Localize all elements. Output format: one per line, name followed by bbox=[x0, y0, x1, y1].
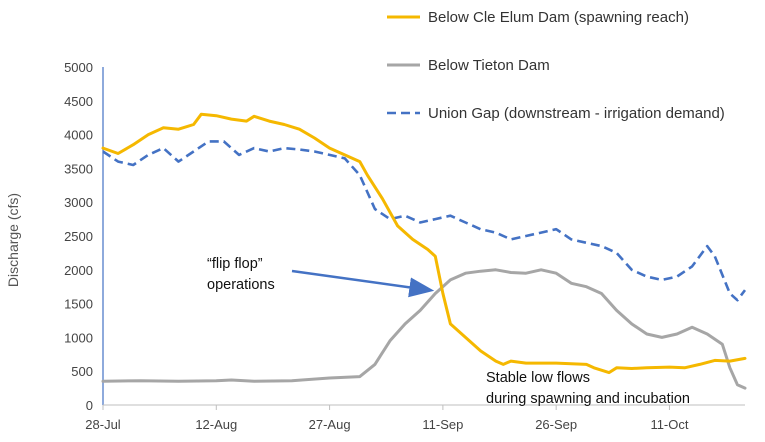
x-tick-labels: 28-Jul 12-Aug 27-Aug 11-Sep 26-Sep 11-Oct bbox=[85, 405, 689, 432]
y-tick-3000: 3000 bbox=[64, 195, 93, 210]
series-line-1 bbox=[101, 268, 747, 390]
legend-label-1: Below Tieton Dam bbox=[428, 57, 550, 74]
annotation-flip-flop: “flip flop” operations bbox=[207, 256, 435, 298]
annotation-stable-line1: Stable low flows bbox=[486, 370, 590, 386]
y-tick-1000: 1000 bbox=[64, 330, 93, 345]
x-tick-12-Aug: 12-Aug bbox=[195, 417, 237, 432]
y-tick-0: 0 bbox=[86, 398, 93, 413]
y-tick-500: 500 bbox=[71, 364, 93, 379]
y-tick-2500: 2500 bbox=[64, 229, 93, 244]
annotation-arrow bbox=[291, 269, 435, 298]
series-lines bbox=[101, 112, 747, 390]
y-tick-2000: 2000 bbox=[64, 263, 93, 278]
x-tick-11-Sep: 11-Sep bbox=[422, 417, 463, 432]
y-tick-5000: 5000 bbox=[64, 60, 93, 75]
y-tick-1500: 1500 bbox=[64, 297, 93, 312]
x-tick-26-Sep: 26-Sep bbox=[535, 417, 577, 432]
legend-label-2: Union Gap (downstream - irrigation deman… bbox=[428, 105, 725, 122]
y-axis-label: Discharge (cfs) bbox=[5, 193, 21, 287]
y-tick-labels: 0 500 1000 1500 2000 2500 3000 3500 4000 4500 5000 bbox=[64, 60, 93, 413]
x-tick-11-Oct: 11-Oct bbox=[650, 417, 688, 432]
annotation-flip-flop-line2: operations bbox=[207, 277, 275, 293]
annotation-stable-line2: during spawning and incubation bbox=[486, 391, 690, 407]
x-tick-27-Aug: 27-Aug bbox=[309, 417, 351, 432]
series-line-0 bbox=[101, 112, 747, 375]
series-line-2 bbox=[102, 140, 747, 302]
legend: Below Cle Elum Dam (spawning reach) Below… bbox=[387, 9, 725, 122]
legend-label-0: Below Cle Elum Dam (spawning reach) bbox=[428, 9, 689, 26]
annotation-stable-flows: Stable low flows during spawning and inc… bbox=[486, 370, 690, 407]
x-tick-28-Jul: 28-Jul bbox=[85, 417, 121, 432]
y-tick-3500: 3500 bbox=[64, 161, 93, 176]
annotation-flip-flop-line1: “flip flop” bbox=[207, 256, 263, 272]
y-tick-4000: 4000 bbox=[64, 128, 93, 143]
y-tick-4500: 4500 bbox=[64, 94, 93, 109]
